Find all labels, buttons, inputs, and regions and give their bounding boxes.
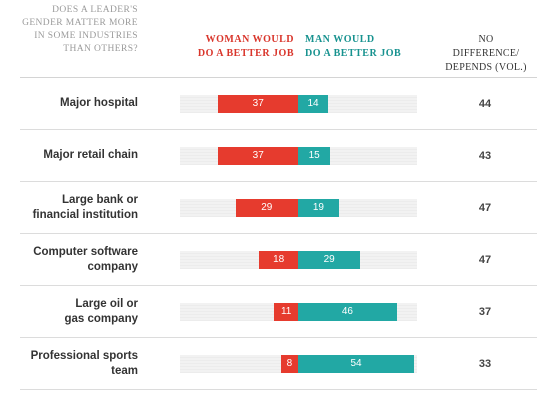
- chart-row: Large oil or gas company 11 46 37: [0, 286, 543, 338]
- woman-bar: [280, 355, 298, 373]
- category-label: Computer software company: [33, 245, 138, 273]
- man-bar: [298, 355, 415, 373]
- woman-value-label: 8: [286, 358, 293, 369]
- woman-value-label: 29: [261, 202, 273, 213]
- row-divider: [20, 233, 537, 234]
- chart-row: Computer software company 18 29 47: [0, 234, 543, 286]
- row-divider: [20, 129, 537, 130]
- man-value-label: 29: [323, 254, 335, 265]
- man-value-label: 46: [341, 306, 353, 317]
- category-label: Professional sports team: [30, 349, 138, 377]
- man-value-label: 14: [307, 98, 319, 109]
- man-value-label: 54: [350, 358, 362, 369]
- woman-bar: [259, 251, 298, 269]
- row-divider: [20, 389, 537, 390]
- no-difference-value: 43: [478, 149, 492, 162]
- woman-column-header: WOMAN WOULD DO A BETTER JOB: [197, 34, 294, 59]
- man-value-label: 19: [312, 202, 324, 213]
- man-bar: [298, 251, 361, 269]
- category-label: Large bank or financial institution: [32, 193, 138, 221]
- question-text: DOES A LEADER'S GENDER MATTER MORE IN SO…: [22, 5, 138, 54]
- header-divider: [20, 77, 537, 78]
- woman-value-label: 11: [280, 306, 292, 317]
- category-label: Major hospital: [60, 97, 138, 109]
- man-bar: [298, 95, 329, 113]
- no-difference-value: 44: [478, 97, 492, 110]
- woman-value-label: 37: [252, 98, 264, 109]
- chart-row: Professional sports team 8 54 33: [0, 338, 543, 390]
- woman-bar: [218, 95, 298, 113]
- row-divider: [20, 285, 537, 286]
- chart-row: Major hospital 37 14 44: [0, 78, 543, 130]
- category-label: Major retail chain: [43, 149, 138, 161]
- man-value-label: 15: [308, 150, 320, 161]
- woman-value-label: 18: [273, 254, 285, 265]
- woman-value-label: 37: [252, 150, 264, 161]
- chart-row: Large bank or financial institution 29 19 47: [0, 182, 543, 234]
- no-difference-value: 33: [478, 357, 492, 370]
- no-difference-column-header: NO DIFFERENCE/ DEPENDS (VOL.): [445, 34, 527, 73]
- man-bar: [298, 147, 331, 165]
- woman-bar: [274, 303, 298, 321]
- chart-row: Major retail chain 37 15 43: [0, 130, 543, 182]
- woman-bar: [235, 199, 298, 217]
- row-divider: [20, 181, 537, 182]
- row-divider: [20, 337, 537, 338]
- man-column-header: MAN WOULD DO A BETTER JOB: [305, 34, 402, 59]
- man-bar: [298, 303, 397, 321]
- no-difference-value: 47: [478, 201, 492, 214]
- woman-bar: [218, 147, 298, 165]
- man-bar: [298, 199, 339, 217]
- category-label: Large oil or gas company: [64, 297, 139, 325]
- no-difference-value: 37: [478, 305, 492, 318]
- no-difference-value: 47: [478, 253, 492, 266]
